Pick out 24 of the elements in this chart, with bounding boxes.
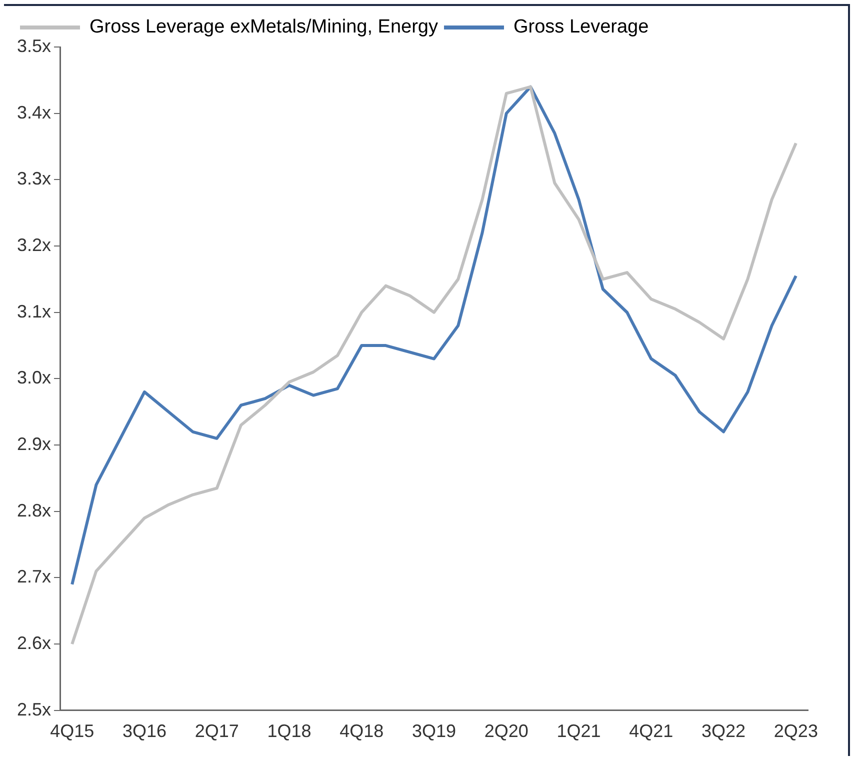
- y-tick-label: 3.2x: [16, 234, 52, 255]
- legend-label: Gross Leverage exMetals/Mining, Energy: [90, 16, 438, 38]
- y-tick-label: 3.1x: [16, 301, 52, 322]
- x-tick-label: 4Q21: [629, 721, 674, 742]
- y-tick-label: 3.0x: [16, 368, 52, 388]
- x-tick-label: 3Q22: [702, 721, 746, 742]
- y-tick-label: 2.5x: [16, 699, 52, 720]
- x-tick-label: 3Q16: [122, 721, 166, 742]
- y-tick-label: 3.4x: [16, 102, 52, 122]
- x-tick-label: 2Q23: [774, 721, 818, 742]
- x-tick-label: 2Q17: [194, 721, 239, 742]
- legend-label: Gross Leverage: [513, 16, 649, 38]
- x-tick-label: 4Q15: [50, 721, 94, 742]
- x-tick-label: 3Q19: [412, 721, 456, 742]
- y-tick-label: 2.6x: [16, 633, 52, 654]
- y-tick-label: 2.8x: [16, 500, 52, 520]
- y-tick-label: 3.3x: [16, 168, 52, 189]
- x-tick-label: 1Q18: [267, 721, 312, 742]
- y-tick-label: 2.7x: [16, 566, 52, 587]
- x-tick-label: 1Q21: [556, 721, 601, 742]
- x-tick-label: 2Q20: [484, 721, 528, 742]
- y-tick-label: 2.9x: [16, 434, 52, 454]
- y-tick-label: 3.5x: [16, 36, 52, 56]
- x-tick-label: 4Q18: [340, 721, 384, 742]
